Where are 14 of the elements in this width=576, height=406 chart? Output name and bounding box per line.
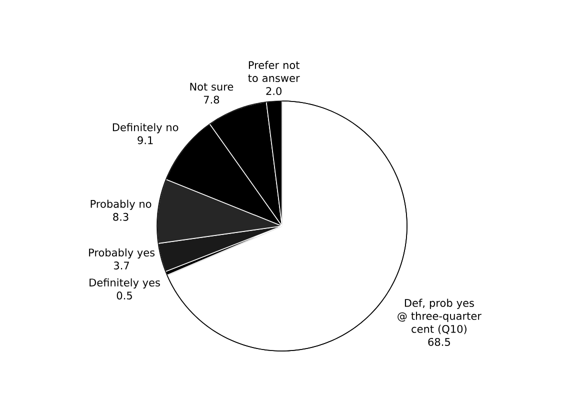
slice-label: Definitely no (112, 123, 178, 134)
slice-label: Prefer not to answer (248, 60, 300, 82)
data-label: 0.5 (116, 292, 132, 300)
slice-label: Definitely yes (90, 278, 160, 289)
slice-label: Def, prob yes @ three-quarter cent (Q10) (398, 298, 482, 334)
data-label: 8.3 (113, 212, 128, 221)
data-label: 7.8 (204, 96, 220, 104)
slice-label: Probably yes (89, 248, 155, 259)
slice-label: Probably no (90, 200, 152, 210)
data-label: 68.5 (428, 338, 450, 346)
data-label: 3.7 (114, 262, 129, 270)
slice-label: Not sure (190, 82, 234, 91)
data-label: 2.0 (266, 87, 282, 96)
data-label: 9.1 (138, 136, 153, 144)
